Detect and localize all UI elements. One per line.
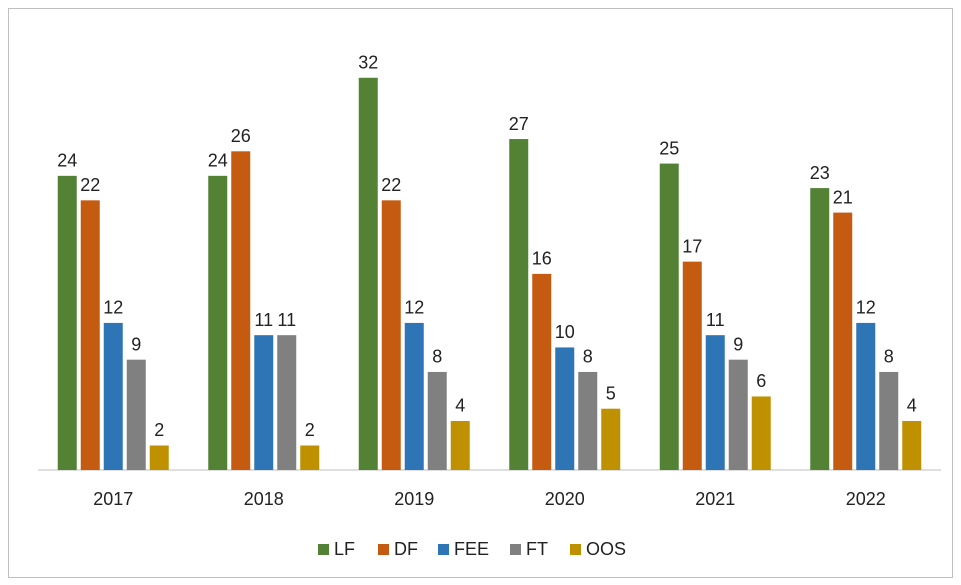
x-tick-label: 2020 [545,489,585,509]
bar [856,322,876,470]
x-tick-label: 2018 [244,489,284,509]
value-label: 24 [208,151,228,171]
legend-swatch [318,544,329,555]
bar [358,77,378,471]
bar [705,335,725,470]
bar [728,359,748,470]
value-label: 5 [606,383,616,403]
bar [682,261,702,470]
bar [509,139,529,471]
bar [555,347,575,470]
bar [810,188,830,471]
x-tick-label: 2021 [695,489,735,509]
bar [532,273,552,470]
legend-label: LF [334,539,355,559]
value-label: 11 [277,310,296,330]
value-label: 2 [305,420,315,440]
value-label: 17 [682,236,702,256]
value-label: 27 [509,114,529,134]
bar [601,408,621,470]
value-label: 23 [810,163,830,183]
bar [149,445,169,470]
bar [751,396,771,470]
value-label: 8 [432,347,442,367]
value-label: 25 [659,138,679,158]
bar [833,212,853,470]
x-tick-label: 2017 [93,489,133,509]
value-label: 9 [131,334,141,354]
legend-label: FT [526,539,548,559]
value-label: 21 [833,187,853,207]
legend-swatch [570,544,581,555]
legend-swatch [378,544,389,555]
value-label: 12 [103,298,123,318]
bar [578,371,598,470]
bar [277,335,297,470]
value-label: 8 [884,347,894,367]
legend-label: DF [394,539,418,559]
bar [231,151,251,471]
bar [80,200,100,471]
bar [103,322,123,470]
value-label: 24 [57,151,77,171]
value-label: 2 [154,420,164,440]
value-label: 10 [555,322,575,342]
chart-border [8,8,953,578]
bar [659,163,679,471]
value-label: 22 [80,175,100,195]
x-tick-label: 2019 [394,489,434,509]
bar [879,371,899,470]
value-label: 6 [756,371,766,391]
bar [57,175,77,471]
value-label: 22 [381,175,401,195]
legend-swatch [510,544,521,555]
bar [126,359,146,470]
x-tick-label: 2022 [846,489,886,509]
value-label: 12 [404,298,424,318]
value-label: 11 [706,310,725,330]
bar [450,420,470,470]
value-label: 8 [583,347,593,367]
value-label: 11 [254,310,273,330]
bar [404,322,424,470]
bar [208,175,228,471]
legend-swatch [438,544,449,555]
value-label: 4 [907,396,917,416]
legend-label: FEE [454,539,489,559]
legend-label: OOS [586,539,626,559]
bar [300,445,320,470]
bar [427,371,447,470]
value-label: 32 [358,53,378,73]
value-label: 9 [733,334,743,354]
value-label: 26 [231,126,251,146]
bar [254,335,274,470]
bar [902,420,922,470]
value-label: 16 [532,249,552,269]
value-label: 4 [455,396,465,416]
value-label: 12 [856,298,876,318]
bar [381,200,401,471]
